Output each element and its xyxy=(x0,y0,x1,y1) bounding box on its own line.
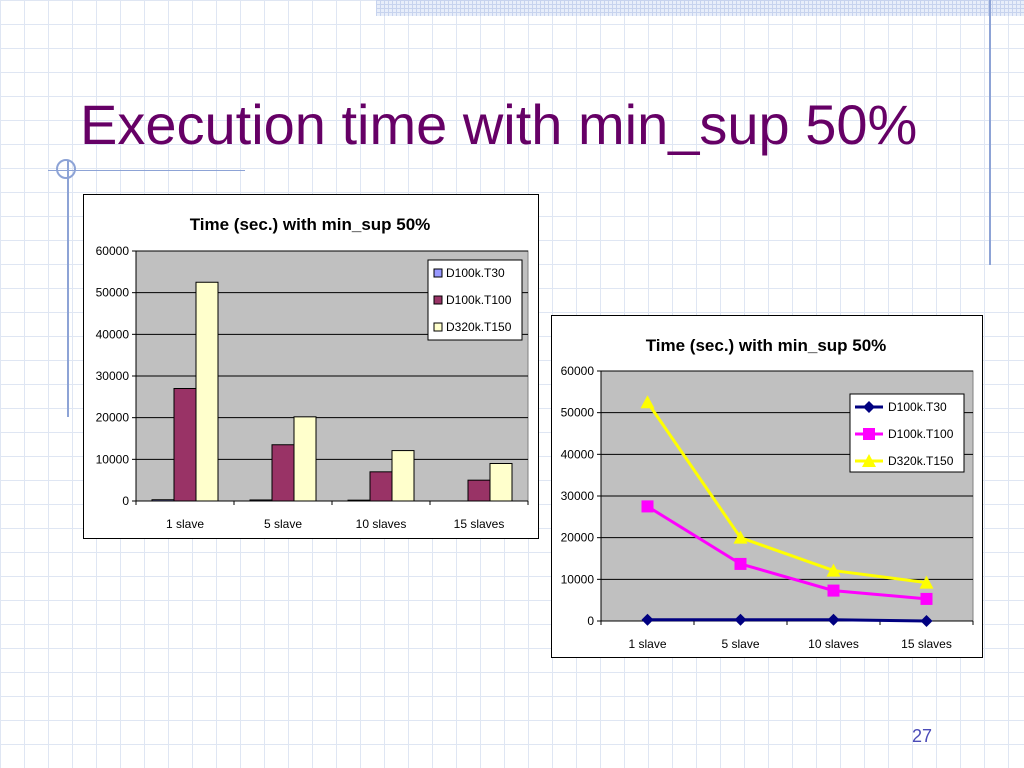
y-tick-label: 10000 xyxy=(561,572,595,586)
y-tick-label: 40000 xyxy=(561,447,595,461)
y-tick-label: 60000 xyxy=(96,244,130,258)
x-tick-label: 15 slaves xyxy=(454,517,505,531)
x-tick-label: 5 slave xyxy=(264,517,302,531)
bar-chart: Time (sec.) with min_sup 50% 0 10000 20000 3… xyxy=(83,194,539,539)
data-point xyxy=(640,395,655,409)
data-point xyxy=(734,613,747,626)
y-tick-label: 40000 xyxy=(96,327,130,341)
legend-swatch xyxy=(433,295,443,305)
data-point xyxy=(734,557,747,570)
y-tick-label: 60000 xyxy=(561,364,595,378)
y-tick-label: 20000 xyxy=(96,411,130,425)
legend-label: D100k.T30 xyxy=(888,400,947,414)
y-tick-label: 0 xyxy=(587,614,594,628)
bar xyxy=(249,499,273,502)
x-tick-label: 10 slaves xyxy=(356,517,407,531)
series-line xyxy=(647,618,927,623)
series-line xyxy=(646,505,927,601)
bar xyxy=(173,388,197,502)
bar-chart-svg: Time (sec.) with min_sup 50% 0 10000 20000 3… xyxy=(96,215,529,531)
bar xyxy=(347,499,371,502)
bar xyxy=(293,416,317,502)
legend-label: D100k.T100 xyxy=(888,427,954,441)
x-tick-label: 5 slave xyxy=(721,637,759,651)
bar xyxy=(369,471,393,502)
y-tick-label: 0 xyxy=(122,494,129,508)
right-decorative-line xyxy=(989,0,991,265)
data-point xyxy=(920,615,933,627)
x-tick-label: 1 slave xyxy=(628,637,666,651)
data-point xyxy=(920,592,933,605)
bar xyxy=(489,463,513,502)
page-number: 27 xyxy=(912,726,933,746)
legend-swatch xyxy=(433,322,443,332)
data-point xyxy=(733,530,748,544)
x-tick-label: 15 slaves xyxy=(901,637,952,651)
legend-marker xyxy=(863,428,875,440)
data-point xyxy=(827,613,840,626)
x-tick-label: 1 slave xyxy=(166,517,204,531)
data-point xyxy=(641,613,654,626)
legend xyxy=(427,259,523,341)
bar xyxy=(151,499,175,502)
line-chart-svg: Time (sec.) with min_sup 50% 0 10000 20000 3… xyxy=(561,336,974,651)
title-underline xyxy=(48,170,245,171)
y-tick-label: 50000 xyxy=(96,286,130,300)
decorative-circle xyxy=(56,159,76,179)
chart-title: Time (sec.) with min_sup 50% xyxy=(646,336,887,355)
bar xyxy=(271,444,295,502)
bar xyxy=(391,450,415,502)
legend-marker xyxy=(862,454,876,467)
series-line xyxy=(646,401,927,585)
legend-label: D320k.T150 xyxy=(446,320,512,334)
y-tick-label: 20000 xyxy=(561,531,595,545)
data-point xyxy=(919,575,934,589)
legend-marker xyxy=(863,401,875,413)
legend-label: D100k.T30 xyxy=(446,266,505,280)
bar xyxy=(195,281,219,502)
legend-label: D100k.T100 xyxy=(446,293,512,307)
y-tick-label: 10000 xyxy=(96,452,130,466)
y-tick-label: 30000 xyxy=(96,369,130,383)
slide-title: Execution time with min_sup 50% xyxy=(80,93,918,156)
left-decorative-line xyxy=(67,160,69,417)
y-tick-label: 30000 xyxy=(561,489,595,503)
top-decorative-band xyxy=(376,0,1024,16)
y-tick-label: 50000 xyxy=(561,406,595,420)
x-tick-label: 10 slaves xyxy=(808,637,859,651)
data-point xyxy=(826,563,841,577)
bar xyxy=(467,479,491,502)
legend-swatch xyxy=(433,268,443,278)
chart-title: Time (sec.) with min_sup 50% xyxy=(190,215,431,234)
data-point xyxy=(827,584,840,597)
line-chart: Time (sec.) with min_sup 50% 0 10000 20000 3… xyxy=(551,315,983,658)
legend-label: D320k.T150 xyxy=(888,454,954,468)
data-point xyxy=(641,500,654,513)
